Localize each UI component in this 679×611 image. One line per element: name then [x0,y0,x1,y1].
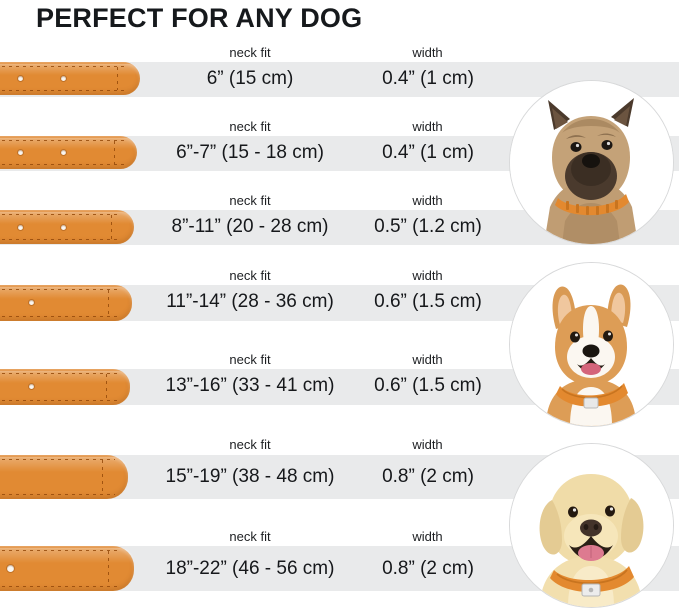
collar-stitching-top [0,373,117,374]
collar-hole [61,150,66,155]
column-header-neck-fit: neck fit [229,193,271,208]
collar-stitching-bottom [0,494,115,495]
collar-stitching-end [108,551,109,586]
collar-stitching-bottom [0,164,124,165]
collar-hole [7,565,14,572]
labrador-illustration [510,444,673,607]
column-header-width: width [412,529,443,544]
width-value: 0.6” (1.5 cm) [374,291,482,312]
width-value: 0.6” (1.5 cm) [374,375,482,396]
column-header-neck-fit: neck fit [229,529,271,544]
column-header-neck-fit: neck fit [229,45,271,60]
collar-stitching-end [106,374,107,400]
collar-stitching-end [102,460,103,494]
collar-stitching-end [108,290,109,316]
collar-stitching-top [0,459,115,460]
column-header-neck-fit: neck fit [229,119,271,134]
collar-stitching-bottom [0,239,121,240]
collar-stitching-top [0,550,121,551]
corgi-illustration [510,263,673,426]
small-terrier-dog-photo [509,80,674,245]
collar-strap-s [0,210,134,244]
neck-fit-value: 8”-11” (20 - 28 cm) [171,216,329,237]
collar-strap-xs [0,136,137,169]
corgi-dog-photo [509,262,674,427]
collar-stitching-top [0,140,124,141]
neck-fit-value: 6” (15 cm) [206,68,294,89]
neck-fit-value: 18”-22” (46 - 56 cm) [165,558,335,579]
column-header-neck-fit: neck fit [229,268,271,283]
collar-strap-xxl [0,546,134,591]
column-header-width: width [412,119,443,134]
collar-stitching-bottom [0,400,117,401]
column-header-width: width [412,437,443,452]
collar-strap-m [0,285,132,321]
collar-stitching-end [117,67,118,90]
collar-strap-xxs [0,62,140,95]
column-header-neck-fit: neck fit [229,352,271,367]
column-header-width: width [412,268,443,283]
collar-hole [18,76,23,81]
column-header-width: width [412,193,443,208]
column-header-width: width [412,45,443,60]
width-value: 0.8” (2 cm) [382,558,474,579]
neck-fit-value: 11”-14” (28 - 36 cm) [166,291,334,312]
collar-stitching-top [0,289,119,290]
neck-fit-value: 6”-7” (15 - 18 cm) [176,142,324,163]
collar-hole [61,225,66,230]
small-terrier-illustration [510,81,673,244]
labrador-dog-photo [509,443,674,608]
collar-stitching-top [0,66,127,67]
collar-hole [29,300,34,305]
neck-fit-value: 13”-16” (33 - 41 cm) [165,375,335,396]
column-header-neck-fit: neck fit [229,437,271,452]
collar-hole [18,150,23,155]
collar-stitching-end [114,141,115,164]
width-value: 0.4” (1 cm) [382,68,474,89]
collar-stitching-end [111,215,112,239]
collar-strap-l [0,369,130,405]
collar-hole [61,76,66,81]
collar-stitching-top [0,214,121,215]
width-value: 0.8” (2 cm) [382,466,474,487]
collar-hole [29,384,34,389]
collar-stitching-bottom [0,316,119,317]
neck-fit-value: 15”-19” (38 - 48 cm) [165,466,335,487]
collar-stitching-bottom [0,90,127,91]
collar-hole [18,225,23,230]
width-value: 0.4” (1 cm) [382,142,474,163]
width-value: 0.5” (1.2 cm) [374,216,482,237]
page-title: PERFECT FOR ANY DOG [36,3,363,33]
collar-stitching-bottom [0,586,121,587]
collar-strap-xl [0,455,128,499]
column-header-width: width [412,352,443,367]
